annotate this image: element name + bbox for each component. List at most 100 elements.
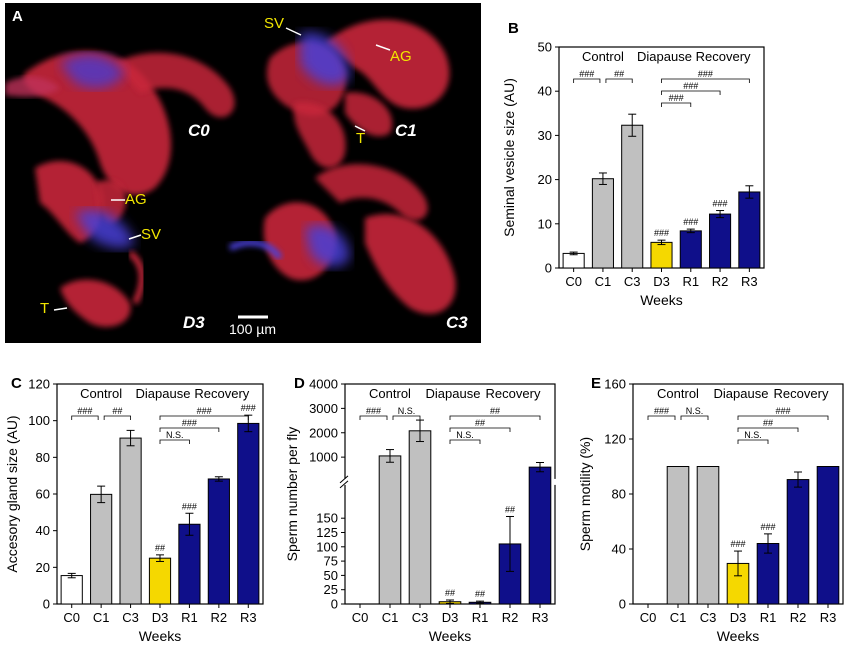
group-label-control: Control — [657, 386, 699, 401]
x-tick-label: R2 — [502, 610, 519, 625]
y-tick-label: 25 — [324, 582, 338, 597]
y-tick-label: 125 — [316, 525, 338, 540]
bar-c1 — [90, 493, 113, 605]
y-tick-label: 20 — [36, 560, 50, 575]
x-tick-label: R2 — [712, 274, 729, 289]
specimen-c3 — [228, 164, 456, 314]
y-tick-label: 120 — [28, 377, 50, 392]
bar-r3 — [816, 466, 840, 605]
bar-r3 — [738, 191, 761, 269]
specimen-c0 — [5, 51, 235, 195]
axis-break-gap — [339, 478, 557, 485]
significance-bracket — [449, 427, 511, 432]
bracket-label: ## — [614, 69, 624, 79]
group-label-diapause: Diapause — [637, 49, 692, 64]
structure-label-t: T — [356, 130, 366, 147]
significance-bracket — [661, 90, 721, 95]
significance-mark: ### — [182, 501, 197, 511]
bar-r3 — [528, 466, 552, 605]
y-tick-label: 2000 — [309, 425, 338, 440]
panel-letter-c: C — [11, 375, 22, 392]
y-tick-label: 80 — [36, 450, 50, 465]
bracket-label: ## — [763, 418, 773, 428]
y-tick-label: 3000 — [309, 401, 338, 416]
group-label-control: Control — [582, 49, 624, 64]
y-tick-label: 80 — [612, 487, 626, 502]
x-tick-label: C3 — [700, 610, 717, 625]
significance-mark: ### — [730, 539, 745, 549]
group-label-recovery: Recovery — [486, 386, 541, 401]
x-tick-label: C1 — [93, 610, 110, 625]
pointer-line — [285, 27, 302, 36]
bracket-label: ### — [579, 69, 594, 79]
significance-bracket — [661, 78, 750, 83]
y-tick-label: 50 — [538, 40, 552, 55]
y-tick-label: 40 — [36, 523, 50, 538]
y-tick-label: 40 — [538, 84, 552, 99]
significance-bracket — [159, 415, 249, 420]
y-tick-label: 10 — [538, 216, 552, 231]
significance-mark: ## — [505, 504, 515, 514]
significance-bracket — [449, 415, 541, 420]
structure-label-t: T — [40, 300, 50, 317]
significance-bracket — [103, 415, 131, 420]
structure-label-sv: SV — [264, 15, 285, 32]
significance-mark: ### — [654, 228, 669, 238]
significance-bracket — [359, 415, 388, 420]
bar-c3 — [119, 437, 142, 605]
bar-c0 — [562, 252, 585, 269]
bracket-label: ### — [182, 418, 197, 428]
y-tick-label: 0 — [43, 597, 50, 612]
significance-bracket — [737, 415, 829, 420]
bar-d3 — [148, 557, 172, 605]
bar-c1 — [591, 178, 614, 269]
group-label-diapause: Diapause — [426, 386, 481, 401]
y-tick-label: 100 — [28, 413, 50, 428]
bar-c3 — [408, 430, 432, 605]
significance-mark: ## — [155, 543, 165, 553]
x-tick-label: D3 — [653, 274, 670, 289]
group-label-diapause: Diapause — [714, 386, 769, 401]
significance-bracket — [159, 427, 220, 432]
significance-mark: ### — [713, 199, 728, 209]
bracket-label: ### — [775, 406, 790, 416]
x-tick-label: D3 — [152, 610, 169, 625]
bar-c0 — [60, 575, 83, 605]
bar-r2 — [207, 478, 230, 605]
significance-bracket — [605, 78, 633, 83]
x-tick-label: R2 — [211, 610, 228, 625]
bracket-label: N.S. — [398, 406, 416, 416]
significance-bracket — [573, 78, 601, 83]
panel-letter-a: A — [12, 8, 23, 25]
significance-bracket — [449, 439, 481, 444]
x-tick-label: C3 — [624, 274, 641, 289]
panel-letter-e: E — [591, 375, 601, 392]
x-tick-label: C3 — [412, 610, 429, 625]
y-tick-label: 75 — [324, 554, 338, 569]
x-axis-label: Weeks — [717, 628, 760, 644]
panel-letter-b: B — [508, 20, 519, 37]
y-tick-label: 120 — [604, 432, 626, 447]
y-tick-label: 40 — [612, 542, 626, 557]
bracket-label: N.S. — [456, 430, 474, 440]
y-tick-label: 1000 — [309, 450, 338, 465]
y-tick-label: 0 — [545, 261, 552, 276]
significance-mark: ### — [241, 403, 256, 413]
significance-bracket — [661, 102, 692, 107]
micrograph-image — [5, 19, 456, 327]
x-tick-label: R1 — [181, 610, 198, 625]
y-tick-label: 160 — [604, 377, 626, 392]
significance-bracket — [647, 415, 676, 420]
y-axis-label: Sperm number per fly — [284, 427, 300, 562]
bracket-label: ### — [654, 406, 669, 416]
bracket-label: N.S. — [686, 406, 704, 416]
pointer-line — [354, 125, 366, 132]
y-tick-label: 4000 — [309, 377, 338, 392]
significance-mark: ### — [760, 522, 775, 532]
bracket-label: ### — [77, 406, 92, 416]
y-tick-label: 0 — [619, 597, 626, 612]
x-tick-label: C3 — [122, 610, 139, 625]
x-tick-label: R1 — [682, 274, 699, 289]
micrograph-panel-a: A C0 C1 D3 C3 SV AG T AG SV T 100 µm — [5, 3, 481, 343]
pointer-line — [53, 307, 68, 311]
